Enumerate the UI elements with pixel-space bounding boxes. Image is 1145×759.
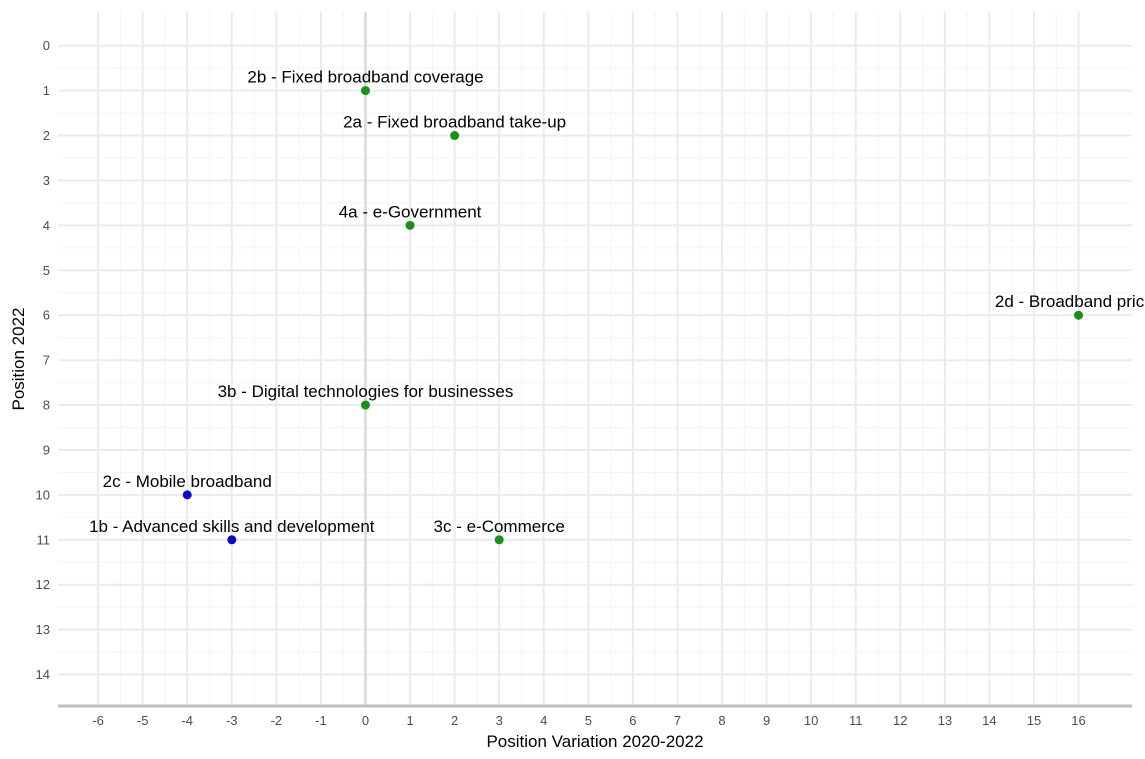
y-tick-label: 3 xyxy=(43,173,50,188)
x-tick-label: 9 xyxy=(763,713,770,728)
x-tick-label: 2 xyxy=(451,713,458,728)
minor-gridlines xyxy=(58,12,1132,706)
data-point-label: 2c - Mobile broadband xyxy=(103,472,272,491)
data-point-labels: 2b - Fixed broadband coverage 2a - Fixed … xyxy=(89,68,1145,536)
data-point xyxy=(182,490,192,500)
y-tick-label: 6 xyxy=(43,308,50,323)
y-tick-label: 1 xyxy=(43,83,50,98)
data-point-label: 1b - Advanced skills and development xyxy=(89,517,375,536)
x-tick-label: 1 xyxy=(406,713,413,728)
data-point-label: 4a - e-Government xyxy=(339,202,482,221)
major-gridlines xyxy=(58,12,1132,706)
data-point-label: 3b - Digital technologies for businesses xyxy=(218,382,514,401)
x-tick-label: -4 xyxy=(181,713,193,728)
y-tick-label: 8 xyxy=(43,398,50,413)
y-tick-label: 0 xyxy=(43,38,50,53)
data-point xyxy=(360,86,370,96)
data-point-label: 3c - e-Commerce xyxy=(434,517,565,536)
x-tick-label: 7 xyxy=(674,713,681,728)
data-point-label: 2a - Fixed broadband take-up xyxy=(343,113,566,132)
data-point-label: 2b - Fixed broadband coverage xyxy=(247,68,483,87)
y-tick-label: 5 xyxy=(43,263,50,278)
data-point xyxy=(360,400,370,410)
data-point xyxy=(405,220,415,230)
y-tick-label: 7 xyxy=(43,353,50,368)
x-tick-label: 10 xyxy=(804,713,818,728)
x-tick-label: -2 xyxy=(271,713,283,728)
x-tick-label: -1 xyxy=(315,713,327,728)
data-point xyxy=(1074,310,1084,320)
data-point xyxy=(450,131,460,141)
y-tick-label: 14 xyxy=(36,667,50,682)
x-tick-label: 0 xyxy=(362,713,369,728)
y-tick-label: 12 xyxy=(36,577,50,592)
x-tick-label: 5 xyxy=(585,713,592,728)
data-point-label: 2d - Broadband prices xyxy=(995,292,1145,311)
y-tick-label: 13 xyxy=(36,622,50,637)
y-axis-title: Position 2022 xyxy=(9,307,28,410)
x-axis-title: Position Variation 2020-2022 xyxy=(486,732,703,751)
y-tick-label: 4 xyxy=(43,218,50,233)
x-tick-label: 13 xyxy=(938,713,952,728)
x-tick-label: 3 xyxy=(496,713,503,728)
x-tick-label: 14 xyxy=(982,713,996,728)
data-points xyxy=(182,86,1084,545)
x-tick-label: 6 xyxy=(629,713,636,728)
x-axis-tick-labels: -6 -5 -4 -3 -2 -1 0 1 2 3 4 5 6 7 8 9 10 11 12 13 14 15 16 xyxy=(92,713,1085,728)
x-tick-label: 4 xyxy=(540,713,547,728)
y-tick-label: 9 xyxy=(43,442,50,457)
x-tick-label: 16 xyxy=(1071,713,1085,728)
x-tick-label: -6 xyxy=(92,713,104,728)
x-tick-label: 8 xyxy=(718,713,725,728)
x-tick-label: -5 xyxy=(137,713,149,728)
x-tick-label: -3 xyxy=(226,713,238,728)
x-tick-label: 11 xyxy=(849,713,863,728)
x-tick-label: 12 xyxy=(893,713,907,728)
y-tick-label: 2 xyxy=(43,128,50,143)
y-tick-label: 10 xyxy=(36,487,50,502)
data-point xyxy=(227,535,237,545)
data-point xyxy=(494,535,504,545)
x-tick-label: 15 xyxy=(1027,713,1041,728)
y-tick-label: 11 xyxy=(37,532,51,547)
